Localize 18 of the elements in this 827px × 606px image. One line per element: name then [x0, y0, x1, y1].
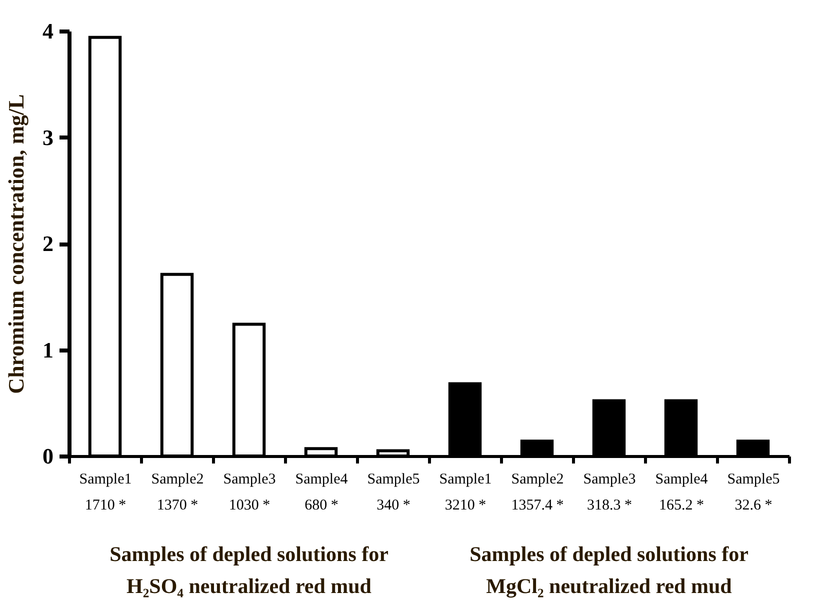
x-tick-label: Sample1 1710 * — [79, 472, 132, 514]
x-tick-label: Sample3 1030 * — [223, 472, 276, 514]
y-tick-label: 1 — [42, 337, 54, 362]
x-tick-label: Sample1 3210 * — [439, 472, 492, 514]
y-axis-title: Chromium concentration, mg/L — [4, 94, 28, 394]
x-tick-label: Sample2 1357.4 * — [511, 472, 564, 514]
x-tick-label: Sample5 32.6 * — [727, 472, 780, 514]
y-tick-label: 3 — [42, 124, 54, 150]
x-tick-label: Sample5 340 * — [367, 472, 420, 514]
x-tick-label: Sample4 680 * — [295, 472, 348, 514]
x-tick-label: Sample2 1370 * — [151, 472, 204, 514]
text: Samples of depled solutions for MgCl₂ neutralized red mud — [470, 542, 748, 598]
x-tick-label: Sample3 318.3 * — [583, 472, 636, 514]
text: Samples of depled solutions for H₂SO₄ neutralized red mud — [110, 542, 388, 598]
y-tick-label: 2 — [42, 231, 54, 256]
y-tick-label: 0 — [42, 444, 54, 468]
x-tick-label: Sample4 165.2 * — [655, 472, 708, 514]
y-tick-label: 4 — [42, 18, 54, 44]
